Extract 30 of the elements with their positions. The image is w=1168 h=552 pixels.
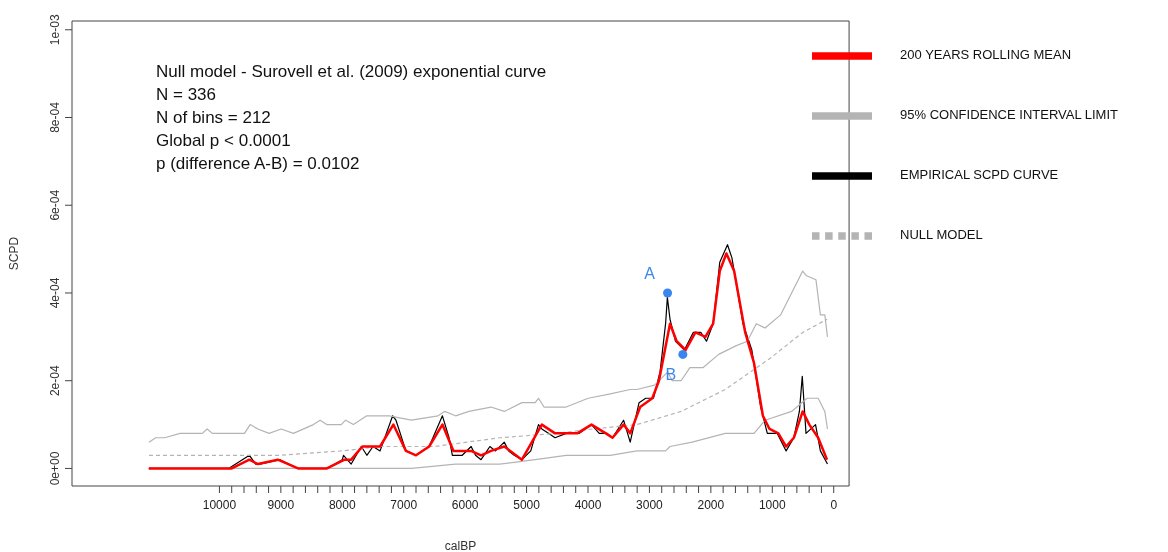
x-tick-label: 4000 — [574, 498, 602, 512]
y-tick-label: 2e-04 — [48, 365, 62, 397]
annotation: Global p < 0.0001 — [156, 130, 292, 152]
x-tick-label: 8000 — [328, 498, 356, 512]
y-tick-label: 8e-04 — [48, 101, 62, 133]
x-tick-label: 1000 — [758, 498, 786, 512]
x-axis-title: calBP — [444, 539, 477, 552]
y-axis-title: SCPD — [7, 236, 22, 271]
data-label: B — [665, 366, 677, 384]
y-tick-label: 6e-04 — [48, 189, 62, 221]
data-label: A — [644, 264, 656, 282]
legend-label: 200 YEARS ROLLING MEAN — [900, 47, 1072, 63]
legend-label: NULL MODEL — [900, 227, 983, 243]
annotation: N = 336 — [156, 84, 217, 106]
x-tick-label: 9000 — [267, 498, 295, 512]
x-tick-label: 0 — [830, 498, 838, 512]
x-tick-label: 7000 — [390, 498, 418, 512]
x-tick-label: 6000 — [451, 498, 479, 512]
annotation: N of bins = 212 — [156, 107, 272, 129]
x-tick-label: 2000 — [697, 498, 725, 512]
annotation: Null model - Surovell et al. (2009) exponential curve — [156, 61, 547, 83]
y-tick-label: 0e+00 — [48, 451, 62, 486]
legend-label: 95% CONFIDENCE INTERVAL LIMIT — [900, 107, 1118, 123]
legend-label: EMPIRICAL SCPD CURVE — [900, 167, 1059, 183]
y-tick-label: 1e-03 — [48, 14, 62, 46]
annotation: p (difference A-B) = 0.0102 — [156, 153, 361, 175]
y-tick-label: 4e-04 — [48, 277, 62, 309]
x-tick-label: 10000 — [202, 498, 237, 512]
x-tick-label: 5000 — [513, 498, 541, 512]
x-tick-label: 3000 — [636, 498, 664, 512]
